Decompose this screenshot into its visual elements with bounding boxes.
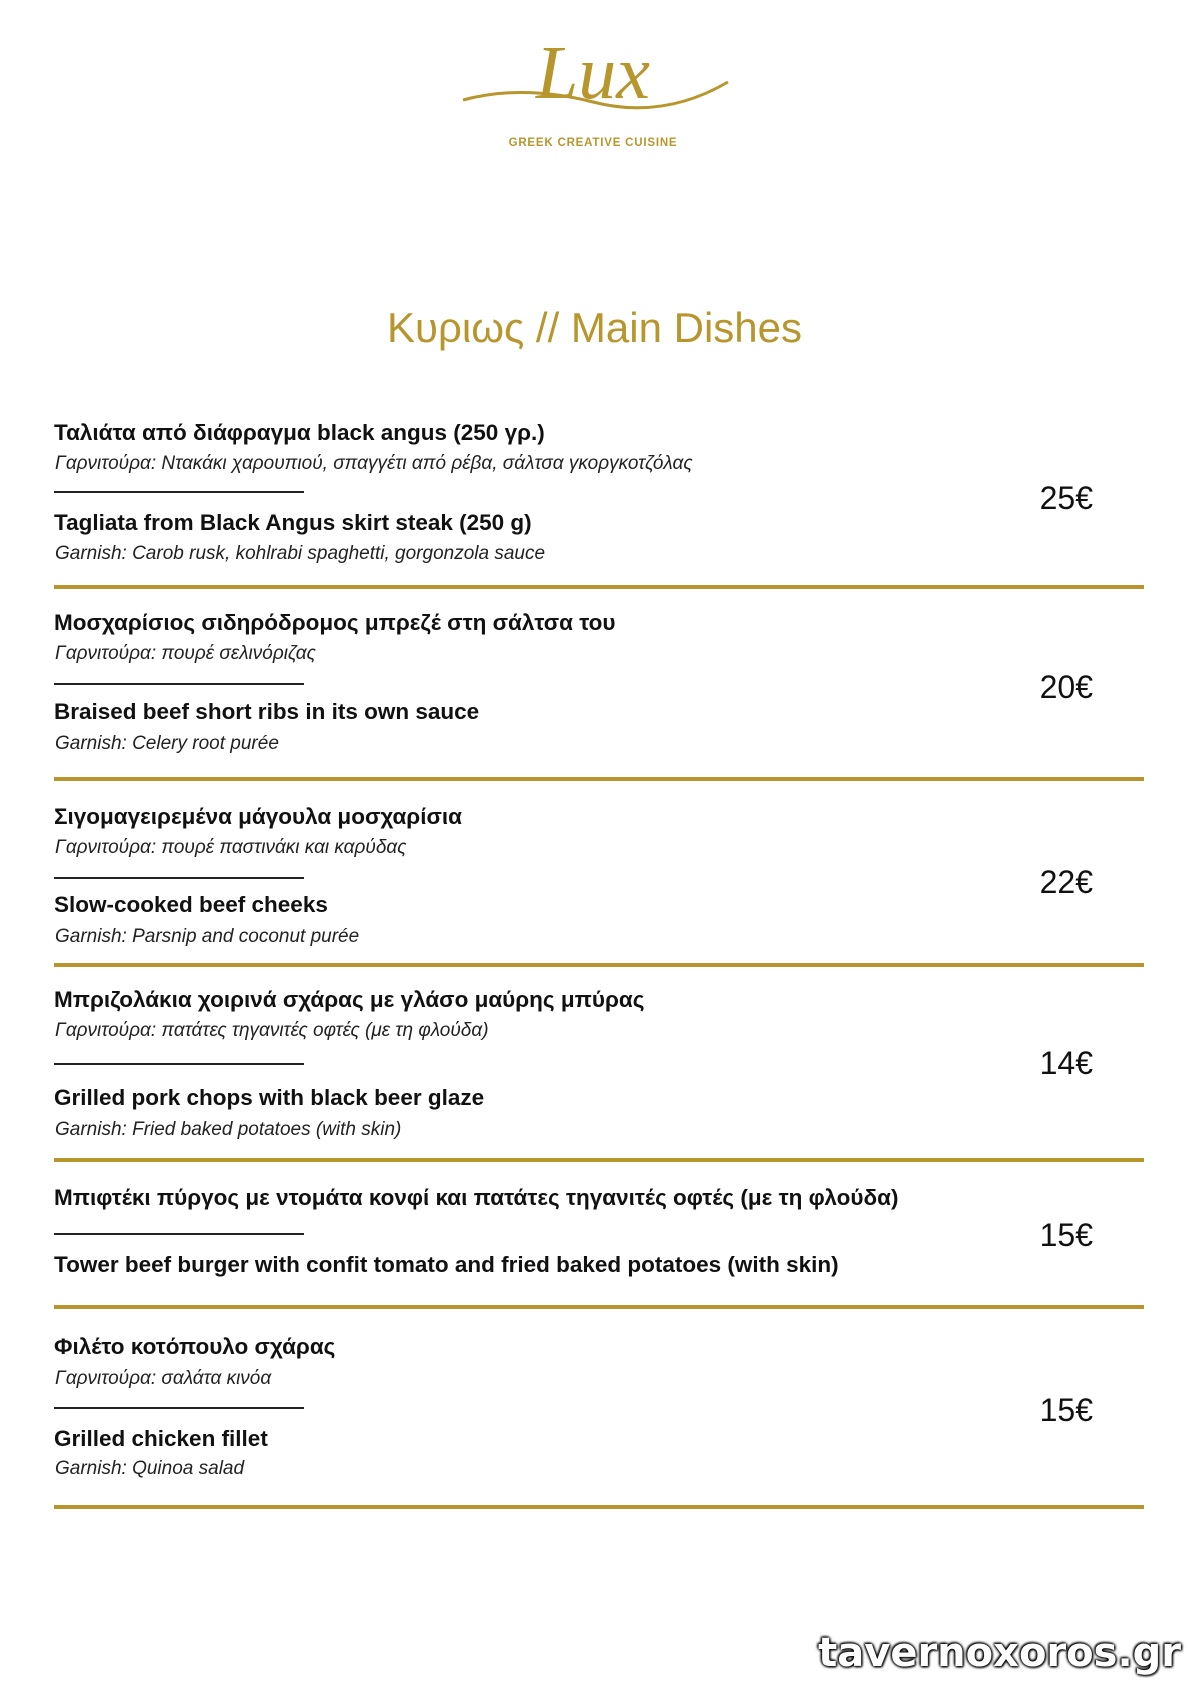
item-garnish-english: Garnish: Parsnip and coconut purée [55,926,360,947]
separator-line [54,1407,304,1409]
item-price: 22€ [1039,864,1093,900]
separator-line [54,491,304,493]
item-price: 20€ [1039,669,1093,705]
separator-line [54,1063,304,1065]
item-title-greek: Φιλέτο κοτόπουλο σχάρας [54,1334,336,1359]
item-garnish-greek: Γαρνιτούρα: πουρέ σελινόριζας [55,643,316,664]
item-price: 15€ [1039,1217,1093,1253]
watermark: tavernoxoros.gr [818,1630,1181,1676]
divider-gold [54,777,1144,781]
item-title-english: Tagliata from Black Angus skirt steak (2… [54,510,532,535]
item-garnish-english: Garnish: Quinoa salad [55,1458,245,1479]
restaurant-logo: Lux GREEK CREATIVE CUISINE [443,22,743,152]
separator-line [54,1233,304,1235]
separator-line [54,683,304,685]
item-title-greek: Σιγομαγειρεμένα μάγουλα μοσχαρίσια [54,804,462,829]
item-garnish-english: Garnish: Celery root purée [55,733,279,754]
item-title-english: Braised beef short ribs in its own sauce [54,699,480,724]
item-garnish-english: Garnish: Fried baked potatoes (with skin… [55,1119,402,1140]
item-title-greek: Μοσχαρίσιος σιδηρόδρομος μπρεζέ στη σάλτ… [54,610,616,635]
item-garnish-greek: Γαρνιτούρα: πατάτες τηγανιτές οφτές (με … [55,1020,489,1041]
divider-gold [54,585,1144,589]
divider-gold [54,963,1144,967]
item-garnish-greek: Γαρνιτούρα: Ντακάκι χαρουπιού, σπαγγέτι … [55,453,693,474]
item-title-greek: Μπιφτέκι πύργος με ντομάτα κονφί και πατ… [54,1185,899,1210]
item-title-english: Grilled chicken fillet [54,1426,268,1451]
item-price: 25€ [1039,480,1093,516]
divider-gold [54,1158,1144,1162]
page-title: Κυριως // Main Dishes [387,304,802,351]
item-title-english: Tower beef burger with confit tomato and… [54,1252,839,1277]
item-price: 15€ [1039,1392,1093,1428]
logo-tagline: GREEK CREATIVE CUISINE [509,137,678,149]
item-garnish-greek: Γαρνιτούρα: σαλάτα κινόα [55,1368,272,1389]
item-garnish-english: Garnish: Carob rusk, kohlrabi spaghetti,… [55,543,546,564]
item-title-greek: Ταλιάτα από διάφραγμα black angus (250 γ… [54,420,545,445]
divider-gold [54,1305,1144,1309]
item-title-greek: Μπριζολάκια χοιρινά σχάρας με γλάσο μαύρ… [54,987,645,1012]
item-title-english: Slow-cooked beef cheeks [54,892,328,917]
item-garnish-greek: Γαρνιτούρα: πουρέ παστινάκι και καρύδας [55,837,407,858]
item-title-english: Grilled pork chops with black beer glaze [54,1085,485,1110]
logo-flourish [462,80,729,110]
separator-line [54,877,304,879]
divider-gold [54,1505,1144,1509]
item-price: 14€ [1039,1045,1093,1081]
